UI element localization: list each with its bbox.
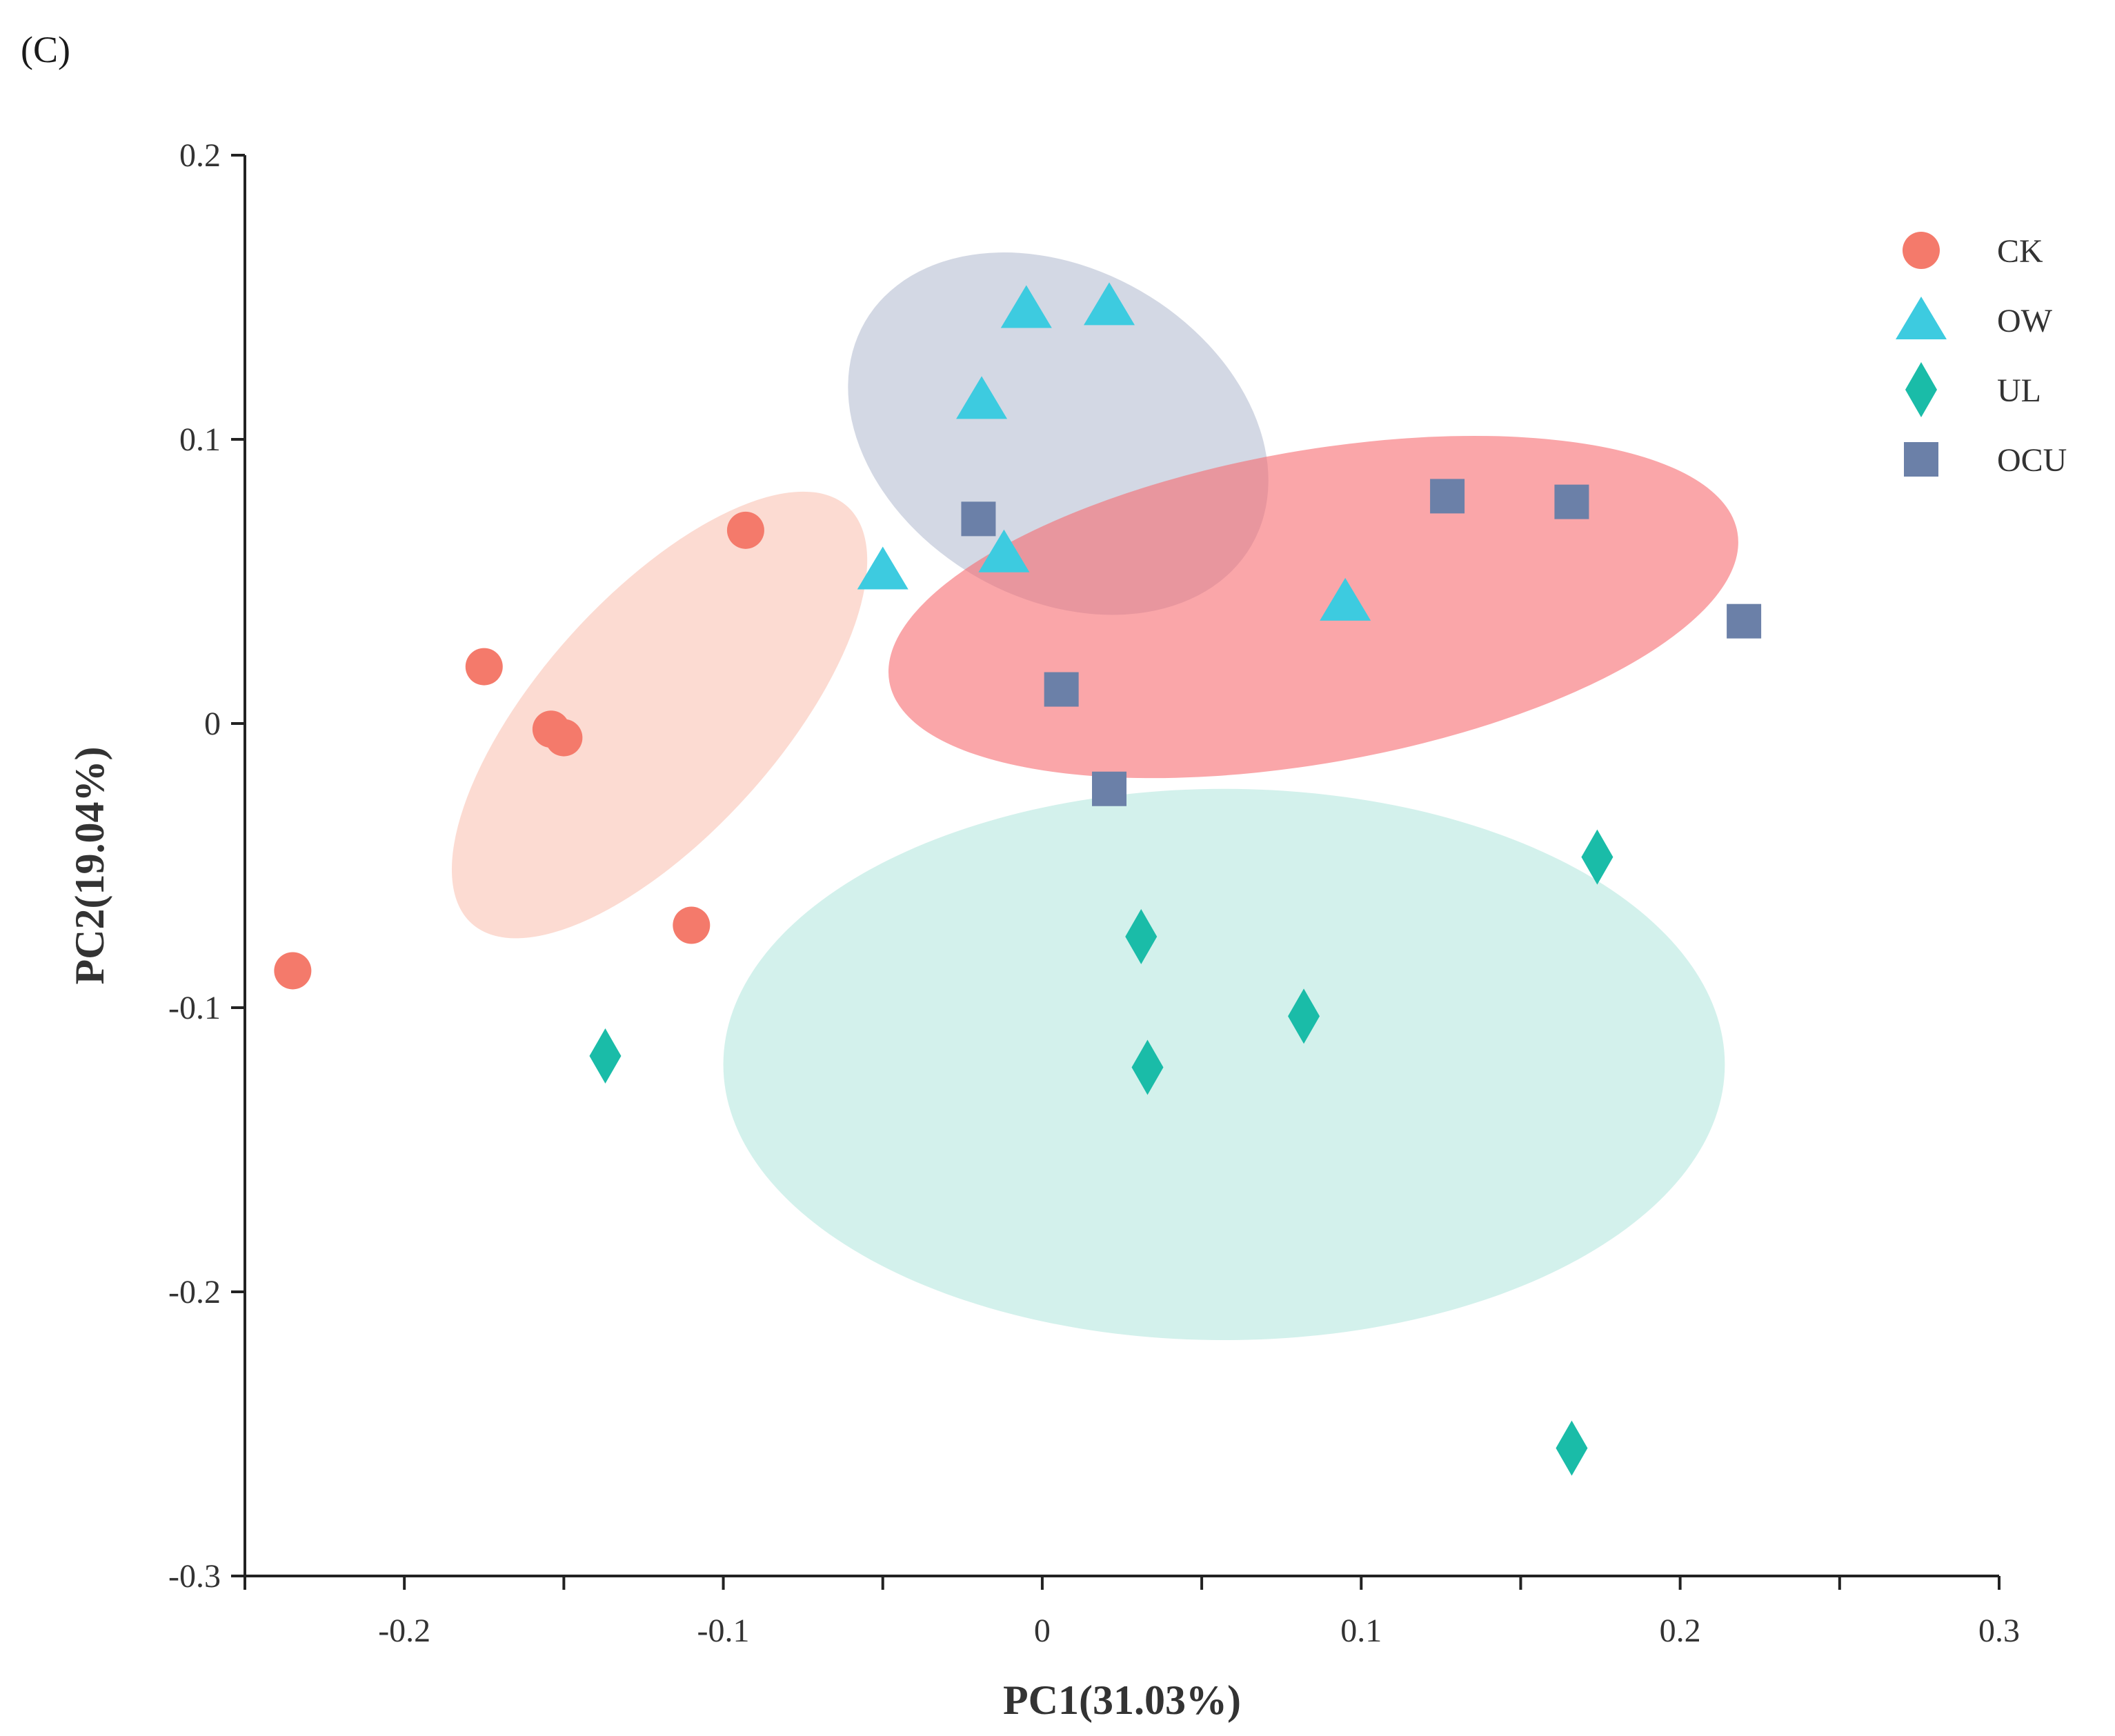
point-ow — [1320, 577, 1371, 621]
point-ow — [857, 546, 908, 590]
x-tick-label: 0.3 — [1978, 1613, 2020, 1649]
legend-label-ow: OW — [1997, 303, 2053, 339]
point-ck — [545, 719, 583, 757]
legend-label-ocu: OCU — [1997, 442, 2067, 479]
x-tick-label: 0 — [1034, 1613, 1051, 1649]
ellipse-ocu — [888, 435, 1738, 779]
legend: CK OW UL OCU — [1896, 232, 2067, 479]
point-ul — [1131, 1039, 1164, 1095]
axes: 0.2 0.1 0 -0.1 -0.2 -0.3 -0.2 -0.1 0 0.1 0.2 0.3 — [168, 137, 2020, 1649]
point-ow — [1084, 282, 1135, 326]
x-tick-label: -0.1 — [697, 1613, 750, 1649]
legend-marker-ow — [1896, 297, 1947, 339]
point-ow — [956, 376, 1008, 419]
data-points — [274, 282, 1762, 1476]
y-tick-label: -0.1 — [168, 990, 221, 1026]
ellipse-ck — [451, 491, 868, 939]
point-ocu — [1727, 603, 1762, 639]
point-ck — [465, 648, 503, 686]
point-ul — [1125, 909, 1158, 964]
legend-marker-ul — [1905, 362, 1937, 417]
point-ul — [1288, 988, 1320, 1044]
point-ocu — [1044, 672, 1079, 707]
point-ck — [274, 952, 312, 990]
point-ocu — [1554, 484, 1589, 519]
x-tick-label: -0.2 — [378, 1613, 430, 1649]
point-ul — [1581, 829, 1613, 885]
y-tick-label: 0.2 — [179, 137, 221, 174]
legend-marker-ck — [1903, 232, 1940, 269]
confidence-ellipses — [451, 252, 1738, 1341]
point-ocu — [1092, 771, 1127, 806]
point-ocu — [961, 501, 996, 537]
legend-label-ul: UL — [1997, 372, 2041, 409]
x-axis-title: PC1(31.03%) — [1003, 1677, 1241, 1723]
legend-label-ck: CK — [1997, 233, 2043, 270]
panel-label: (C) — [21, 29, 70, 70]
y-tick-label: 0.1 — [179, 421, 221, 458]
point-ul — [589, 1028, 622, 1084]
point-ck — [726, 511, 764, 549]
point-ul — [1556, 1420, 1588, 1476]
x-tick-label: 0.2 — [1660, 1613, 1701, 1649]
point-ocu — [1430, 479, 1465, 514]
y-tick-label: -0.3 — [168, 1558, 221, 1595]
ellipse-ul — [723, 788, 1725, 1341]
y-tick-label: -0.2 — [168, 1274, 221, 1310]
x-tick-label: 0.1 — [1340, 1613, 1382, 1649]
point-ow — [1000, 285, 1052, 328]
y-axis-title: PC2(19.04%) — [67, 747, 112, 985]
legend-marker-ocu — [1904, 442, 1938, 477]
y-tick-label: 0 — [204, 706, 221, 742]
point-ck — [673, 906, 711, 944]
point-ow — [978, 529, 1030, 572]
